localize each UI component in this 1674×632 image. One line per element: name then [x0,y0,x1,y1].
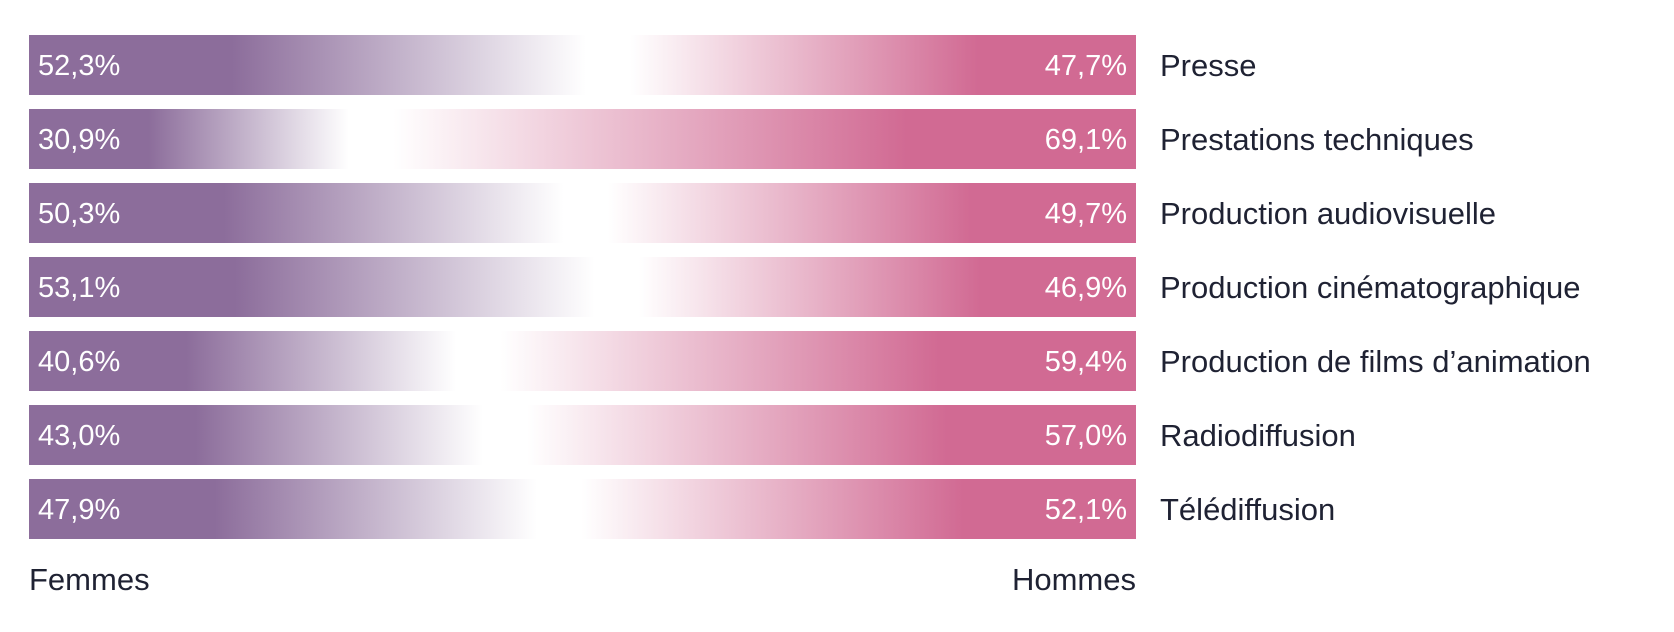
bar-row-5 [29,331,1136,391]
legend: Femmes Hommes [29,562,1136,597]
legend-right-label: Hommes [1012,562,1136,597]
value-label-hommes: 47,7% [1045,50,1127,82]
bars-group: 52,3% 47,7% Presse 30,9% 69,1% Prestations te… [29,35,1591,539]
category-label: Presse [1160,48,1256,83]
value-label-hommes: 52,1% [1045,494,1127,526]
value-label-femmes: 53,1% [38,272,120,304]
value-label-femmes: 50,3% [38,198,120,230]
category-label: Radiodiffusion [1160,418,1356,453]
value-label-hommes: 69,1% [1045,124,1127,156]
value-label-hommes: 49,7% [1045,198,1127,230]
bar-row-4 [29,257,1136,317]
value-label-femmes: 40,6% [38,346,120,378]
category-label: Production audiovisuelle [1160,196,1496,231]
value-label-femmes: 43,0% [38,420,120,452]
bar-row-3 [29,183,1136,243]
value-label-hommes: 57,0% [1045,420,1127,452]
bar-row-6 [29,405,1136,465]
bar-row-2 [29,109,1136,169]
value-label-hommes: 46,9% [1045,272,1127,304]
legend-left-label: Femmes [29,562,150,597]
value-label-femmes: 52,3% [38,50,120,82]
value-label-hommes: 59,4% [1045,346,1127,378]
value-label-femmes: 47,9% [38,494,120,526]
bar-row-7 [29,479,1136,539]
category-label: Prestations techniques [1160,122,1474,157]
category-label: Production cinématographique [1160,270,1581,305]
value-label-femmes: 30,9% [38,124,120,156]
category-label: Télédiffusion [1160,492,1335,527]
category-label: Production de films d’animation [1160,344,1591,379]
bar-row-1 [29,35,1136,95]
